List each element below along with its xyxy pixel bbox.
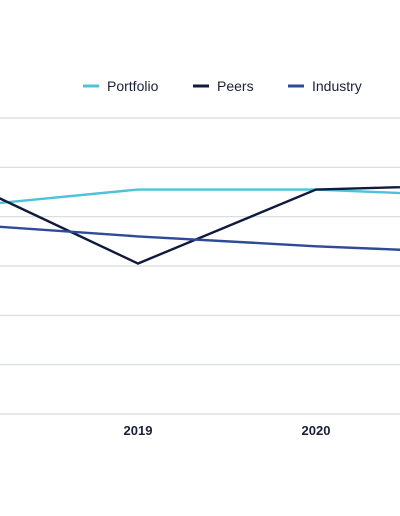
series-line-industry [0, 225, 400, 251]
legend-item-industry[interactable]: Industry [288, 78, 362, 94]
legend[interactable]: Portfolio Peers Industry [83, 78, 362, 94]
x-axis: 2019 2020 [124, 423, 331, 438]
series-line-peers [0, 186, 400, 265]
legend-item-peers[interactable]: Peers [193, 78, 254, 94]
series-lines [0, 186, 400, 265]
x-tick-label-2020: 2020 [302, 423, 331, 438]
gridlines [0, 117, 400, 415]
legend-item-portfolio[interactable]: Portfolio [83, 78, 159, 94]
series-line-portfolio [0, 188, 400, 205]
legend-label-portfolio: Portfolio [107, 78, 159, 94]
legend-label-peers: Peers [217, 78, 254, 94]
legend-label-industry: Industry [312, 78, 362, 94]
x-tick-label-2019: 2019 [124, 423, 153, 438]
